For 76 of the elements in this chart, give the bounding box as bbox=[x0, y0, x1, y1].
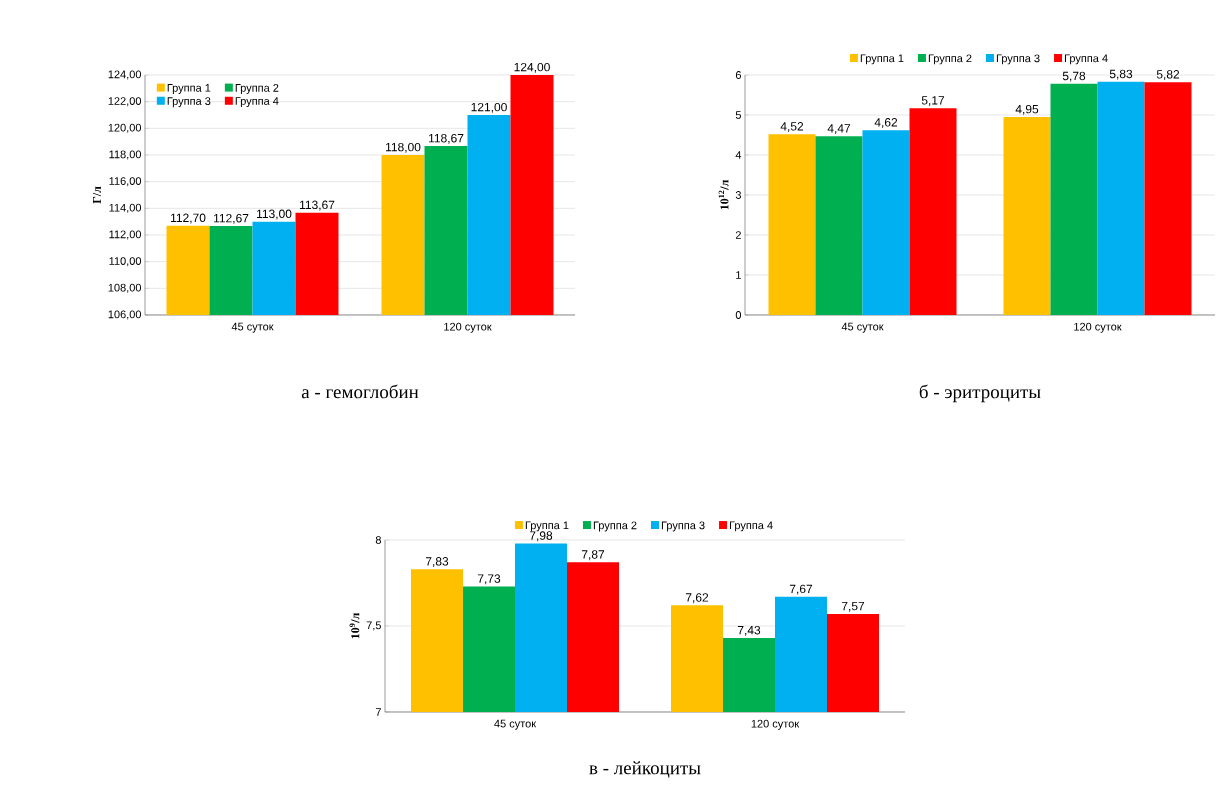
y-tick-label: 2 bbox=[735, 231, 741, 239]
legend-label: Группа 4 bbox=[729, 521, 773, 532]
y-tick-label: 7 bbox=[375, 708, 381, 716]
x-tick-label: 120 суток bbox=[1074, 322, 1122, 333]
data-label: 7,83 bbox=[425, 557, 449, 568]
y-tick-label: 112,00 bbox=[109, 230, 142, 240]
data-label: 7,87 bbox=[581, 550, 605, 561]
text: б - эритроциты bbox=[919, 384, 1041, 403]
y-tick-label: 1 bbox=[736, 271, 741, 279]
data-label: 5,78 bbox=[1062, 71, 1086, 82]
data-label: 112,67 bbox=[214, 213, 249, 224]
y-tick-label: 6 bbox=[735, 71, 741, 79]
data-label: 4,95 bbox=[1015, 104, 1039, 115]
y-axis-title: Г/л bbox=[92, 186, 101, 204]
bar bbox=[1050, 83, 1098, 315]
legend-label: Группа 2 bbox=[235, 84, 279, 94]
y-tick-label: 4 bbox=[735, 151, 742, 159]
x-tick-label: 45 суток bbox=[841, 322, 884, 333]
data-label: 7,43 bbox=[737, 625, 761, 636]
data-label: 118,00 bbox=[386, 142, 421, 153]
data-label: 4,52 bbox=[780, 122, 804, 132]
data-label: 4,62 bbox=[874, 118, 898, 128]
x-tick-label: 45 суток bbox=[494, 719, 537, 730]
data-label: 7,67 bbox=[789, 584, 813, 595]
data-label: 5,83 bbox=[1109, 69, 1133, 80]
data-label: 112,70 bbox=[171, 213, 206, 224]
legend-label: Группа 3 bbox=[167, 97, 211, 108]
x-tick-label: 120 суток bbox=[444, 322, 492, 333]
data-label: 7,62 bbox=[685, 593, 709, 604]
bar bbox=[768, 134, 816, 315]
x-tick-label: 120 суток bbox=[751, 719, 800, 730]
y-tick-label: 110,00 bbox=[109, 257, 142, 267]
y-tick-label: 122,00 bbox=[108, 97, 142, 107]
data-label: 4,47 bbox=[827, 124, 851, 134]
legend-label: Группа 2 bbox=[928, 54, 972, 65]
data-label: 113,67 bbox=[300, 200, 335, 211]
legend-label: Группа 1 bbox=[860, 54, 904, 65]
y-tick-label: 124,00 bbox=[108, 70, 142, 80]
y-tick-label: 5 bbox=[735, 111, 741, 119]
bar bbox=[1144, 82, 1192, 315]
y-axis-title: 10$^{12}$/л bbox=[718, 180, 729, 210]
data-label: 124,00 bbox=[514, 62, 550, 73]
text: а - гемоглобин bbox=[301, 384, 419, 399]
y-tick-label: 118,00 bbox=[109, 150, 142, 160]
data-label: 113,00 bbox=[257, 209, 292, 220]
y-tick-label: 116,00 bbox=[109, 177, 142, 187]
data-label: 121,00 bbox=[471, 102, 507, 113]
bar bbox=[909, 108, 957, 315]
y-tick-label: 114,00 bbox=[109, 203, 142, 213]
data-label: 5,17 bbox=[921, 96, 945, 106]
legend-label: Группа 4 bbox=[1064, 54, 1108, 65]
legend-label: Группа 4 bbox=[235, 97, 279, 108]
x-tick-label: 45 суток bbox=[231, 322, 274, 333]
y-tick-label: 106,00 bbox=[108, 310, 142, 320]
bar bbox=[1003, 117, 1051, 315]
legend-label: Группа 3 bbox=[661, 521, 705, 532]
bar bbox=[862, 130, 910, 315]
y-axis-title: 10$^{9}$/л bbox=[349, 613, 360, 639]
y-tick-label: 7,5 bbox=[366, 621, 381, 631]
data-label: 7,57 bbox=[841, 601, 865, 612]
y-tick-label: 8 bbox=[375, 536, 381, 544]
data-label: 118,67 bbox=[429, 133, 464, 144]
data-label: 7,73 bbox=[477, 574, 501, 585]
y-tick-label: 108,00 bbox=[108, 283, 142, 293]
legend-label: Группа 1 bbox=[525, 521, 569, 532]
y-tick-label: 3 bbox=[735, 191, 741, 199]
bar bbox=[1097, 81, 1145, 315]
legend-label: Группа 2 bbox=[593, 521, 637, 532]
bar bbox=[815, 136, 863, 315]
text: в - лейкоциты bbox=[589, 761, 701, 778]
legend-label: Группа 3 bbox=[996, 54, 1040, 65]
y-tick-label: 0 bbox=[735, 311, 742, 319]
data-label: 5,82 bbox=[1156, 70, 1180, 80]
data-label: 7,98 bbox=[529, 531, 553, 542]
y-tick-label: 120,00 bbox=[108, 123, 142, 133]
legend-label: Группа 1 bbox=[167, 84, 211, 94]
